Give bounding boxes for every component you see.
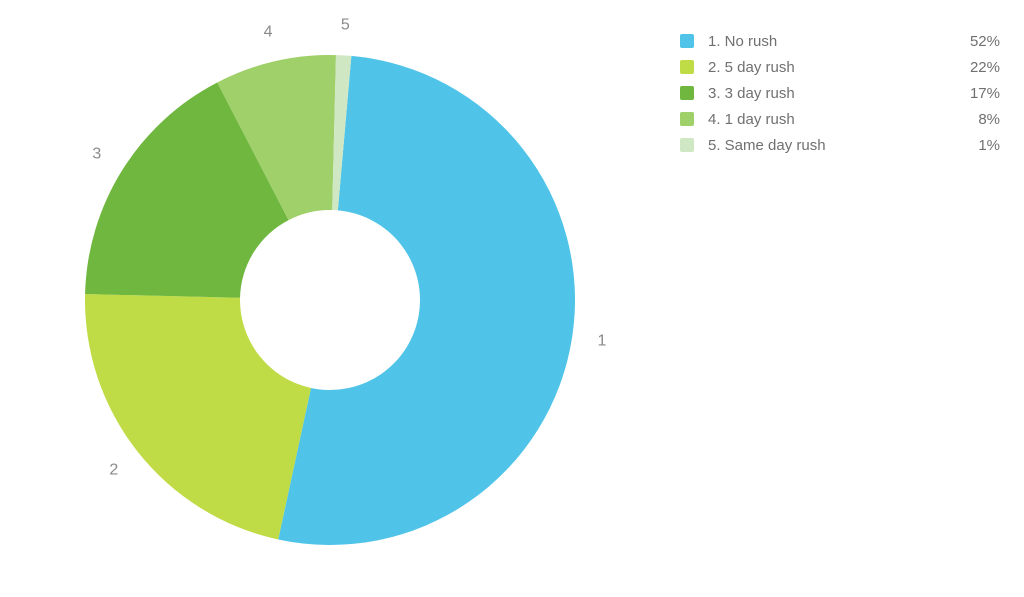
legend-label-5: 5. Same day rush (708, 137, 956, 154)
slice-label-3: 3 (92, 145, 101, 162)
legend-swatch-5 (680, 138, 694, 152)
legend-label-4: 4. 1 day rush (708, 111, 956, 128)
legend: 1. No rush52%2. 5 day rush22%3. 3 day ru… (680, 28, 1000, 158)
legend-percent-3: 17% (956, 85, 1000, 102)
legend-swatch-3 (680, 86, 694, 100)
legend-label-3: 3. 3 day rush (708, 85, 956, 102)
slice-label-4: 4 (264, 23, 273, 40)
legend-row-1: 1. No rush52% (680, 28, 1000, 54)
legend-percent-4: 8% (956, 111, 1000, 128)
legend-row-3: 3. 3 day rush17% (680, 80, 1000, 106)
legend-label-2: 2. 5 day rush (708, 59, 956, 76)
legend-label-1: 1. No rush (708, 33, 956, 50)
legend-row-5: 5. Same day rush1% (680, 132, 1000, 158)
chart-container: 12345 1. No rush52%2. 5 day rush22%3. 3 … (0, 0, 1024, 597)
legend-percent-2: 22% (956, 59, 1000, 76)
legend-swatch-1 (680, 34, 694, 48)
legend-row-2: 2. 5 day rush22% (680, 54, 1000, 80)
legend-row-4: 4. 1 day rush8% (680, 106, 1000, 132)
legend-percent-1: 52% (956, 33, 1000, 50)
legend-percent-5: 1% (956, 137, 1000, 154)
slice-label-1: 1 (597, 332, 606, 349)
slice-label-2: 2 (109, 461, 118, 478)
slice-label-5: 5 (341, 17, 350, 34)
legend-swatch-4 (680, 112, 694, 126)
donut-chart: 1 2 3 4 5 (0, 0, 640, 597)
donut-slice-2 (85, 294, 311, 539)
legend-swatch-2 (680, 60, 694, 74)
donut-chart-svg: 1 2 3 4 5 (0, 0, 640, 597)
